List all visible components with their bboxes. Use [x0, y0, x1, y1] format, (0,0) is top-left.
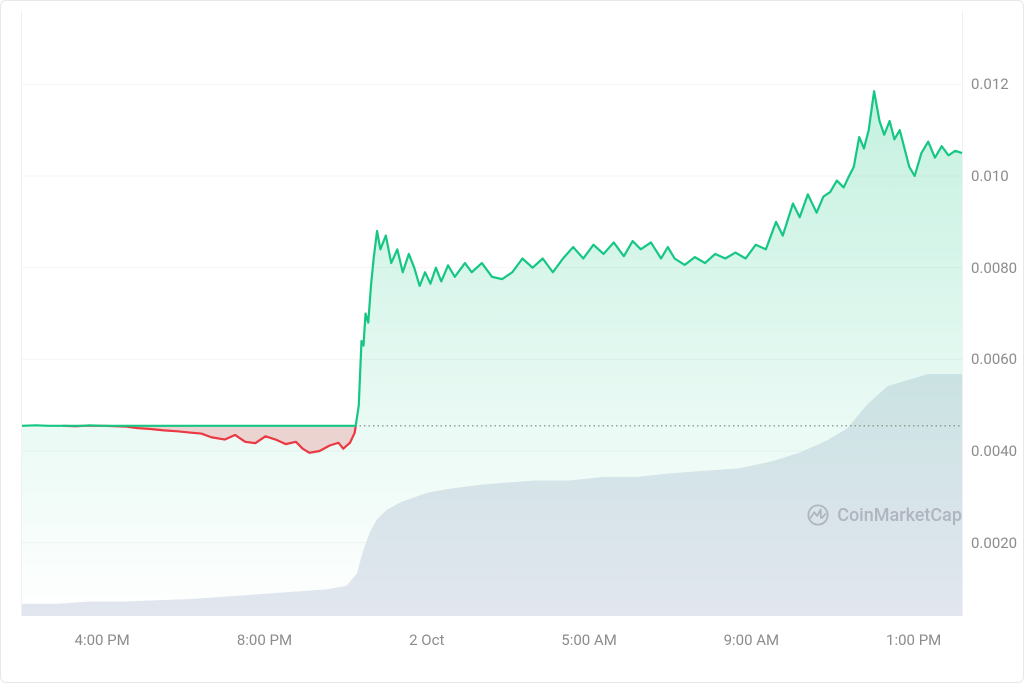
y-axis-label: 0.0080 [971, 259, 1017, 277]
price-up-area [22, 91, 962, 616]
y-axis-label: 0.0040 [971, 442, 1017, 460]
x-axis-label: 9:00 AM [724, 631, 780, 649]
coinmarketcap-icon [807, 504, 829, 526]
y-axis-label: 0.010 [971, 167, 1009, 185]
x-axis-label: 1:00 PM [886, 631, 941, 649]
y-axis-label: 0.0060 [971, 350, 1017, 368]
x-axis-label: 4:00 PM [75, 631, 130, 649]
price-chart: CoinMarketCap 0.0020 0.0040 0.0060 0.0080 0.… [0, 0, 1024, 683]
plot-area: CoinMarketCap [21, 11, 963, 616]
y-axis-label: 0.012 [971, 75, 1009, 93]
x-axis-label: 2 Oct [409, 631, 444, 649]
watermark-label: CoinMarketCap [837, 505, 962, 526]
y-axis-label: 0.0020 [971, 534, 1017, 552]
x-axis-label: 5:00 AM [561, 631, 617, 649]
watermark: CoinMarketCap [807, 504, 962, 526]
x-axis-label: 8:00 PM [237, 631, 292, 649]
